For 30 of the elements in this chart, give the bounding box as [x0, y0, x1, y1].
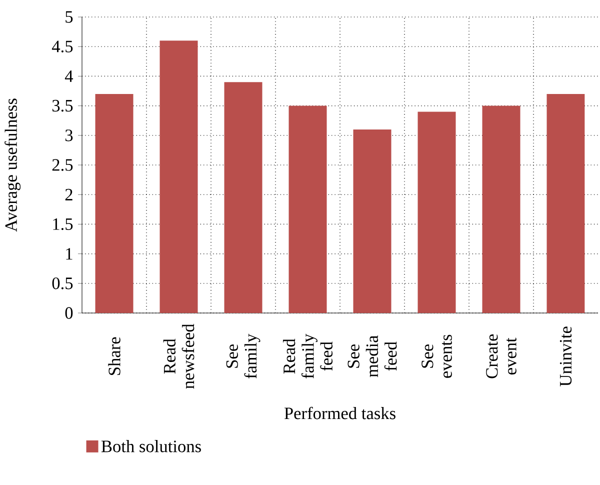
x-axis-title: Performed tasks — [284, 406, 396, 420]
x-tick-label: See media feed — [348, 335, 397, 378]
bar — [418, 112, 456, 313]
y-tick-label: 0 — [65, 307, 73, 319]
x-tick-label: See family — [226, 334, 260, 378]
legend-label: Both solutions — [101, 440, 201, 452]
bar — [224, 82, 262, 313]
bar — [482, 106, 520, 313]
x-tick-label: Share — [108, 337, 120, 375]
x-tick-label: Uninvite — [560, 326, 572, 386]
bar — [160, 40, 198, 313]
x-tick-label: Read newsfeed — [163, 324, 194, 389]
y-axis-title: Average usefulness — [4, 98, 21, 232]
y-tick-label: 2 — [65, 188, 72, 200]
bar — [288, 106, 327, 313]
y-tick-label: 5 — [66, 11, 73, 23]
bar — [546, 94, 585, 313]
y-tick-label: 3.5 — [52, 100, 73, 112]
y-tick-label: 0.5 — [52, 278, 73, 290]
x-tick-label: Create event — [486, 334, 516, 378]
y-tick-label: 3 — [65, 130, 73, 142]
x-tick-label: Read family feed — [282, 334, 333, 378]
y-tick-label: 1 — [66, 248, 72, 260]
y-tick-label: 4 — [64, 70, 74, 82]
bar — [95, 94, 134, 313]
y-tick-label: 1.5 — [53, 218, 73, 230]
bar — [353, 129, 392, 313]
x-tick-label: See events — [422, 334, 452, 378]
y-tick-label: 2.5 — [52, 159, 73, 171]
y-tick-label: 4.5 — [52, 40, 73, 52]
